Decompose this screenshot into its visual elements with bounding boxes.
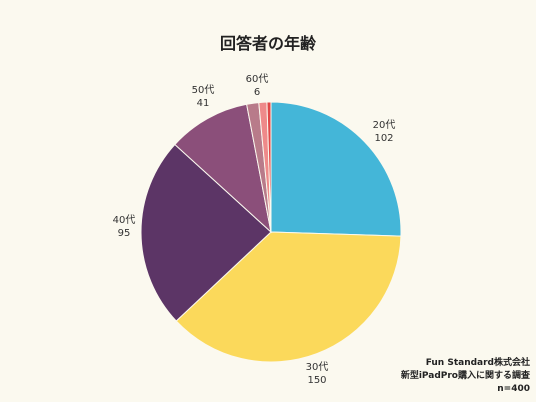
label-60s-value: 6 [253, 87, 261, 98]
label-30s-value: 150 [307, 375, 327, 386]
label-30s-name: 30代 [305, 362, 329, 373]
pie-slice-6 [266, 101, 272, 233]
label-60s-name: 60代 [245, 74, 269, 85]
label-40s: 40代 95 [104, 214, 144, 240]
pie-slice-0 [270, 101, 402, 237]
label-60s: 60代 6 [237, 73, 277, 99]
source-sample: n=400 [497, 384, 530, 394]
label-50s: 50代 41 [183, 84, 223, 110]
source-company: Fun Standard株式会社 [425, 358, 530, 368]
label-20s: 20代 102 [364, 119, 404, 145]
label-20s-name: 20代 [372, 120, 396, 131]
pie-slice-3 [174, 103, 272, 234]
source-note: Fun Standard株式会社 新型iPadPro購入に関する調査 n=400 [401, 357, 530, 396]
pie-slice-2 [140, 143, 272, 322]
source-survey: 新型iPadPro購入に関する調査 [400, 371, 530, 381]
pie-slice-1 [175, 231, 402, 363]
label-50s-value: 41 [196, 98, 210, 109]
chart-title: 回答者の年齢 [219, 34, 316, 53]
label-20s-value: 102 [374, 133, 394, 144]
label-40s-value: 95 [117, 228, 131, 239]
label-50s-name: 50代 [191, 85, 215, 96]
label-40s-name: 40代 [112, 215, 136, 226]
label-30s: 30代 150 [297, 361, 337, 387]
